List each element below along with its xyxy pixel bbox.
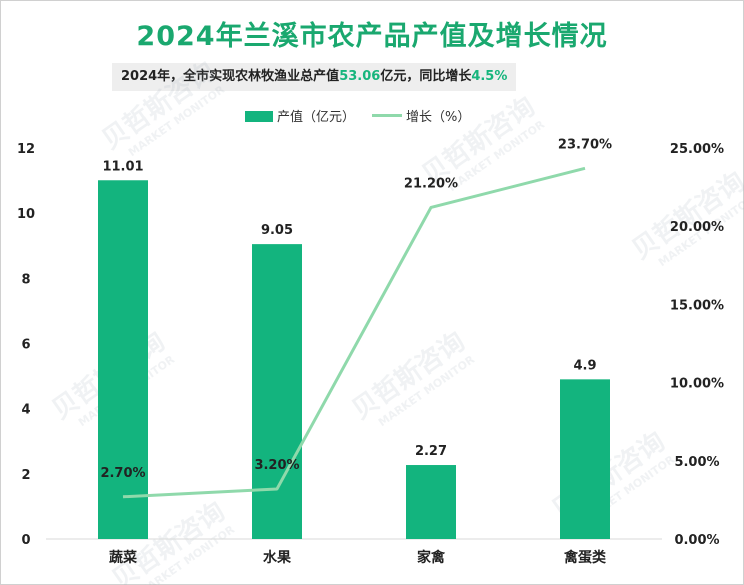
y-left-tick-label: 8 [21, 272, 30, 287]
legend-item-output: 产值（亿元） [245, 108, 355, 128]
y-right-tick-label: 0.00% [674, 533, 719, 548]
y-left-tick-label: 0 [21, 533, 30, 548]
line-data-label: 2.70% [100, 466, 145, 481]
legend: 产值（亿元） 增长（%） [0, 108, 744, 128]
line-data-label: 21.20% [404, 176, 458, 191]
y-right-tick-label: 20.00% [670, 220, 724, 235]
y-right-tick-label: 15.00% [670, 298, 724, 313]
legend-label-growth: 增长（%） [406, 110, 471, 125]
chart-title: 2024年兰溪市农产品产值及增长情况 [136, 21, 608, 52]
legend-swatch-bar [245, 111, 273, 122]
bar [406, 465, 456, 539]
legend-item-growth: 增长（%） [372, 108, 470, 128]
y-left-tick-label: 10 [17, 207, 35, 222]
bar-data-label: 2.27 [415, 444, 447, 459]
x-tick-label: 禽蛋类 [563, 549, 607, 566]
y-left-tick-label: 12 [17, 142, 35, 157]
legend-swatch-line [372, 114, 402, 117]
line-data-label: 3.20% [254, 458, 299, 473]
x-tick-label: 水果 [263, 549, 292, 566]
bar-data-label: 9.05 [261, 223, 293, 238]
subtitle-total-value: 53.06 [339, 69, 381, 84]
bar [98, 180, 148, 539]
y-left-tick-label: 6 [21, 338, 30, 353]
subtitle-prefix: 2024年，全市实现农林牧渔业总产值 [121, 69, 340, 84]
bar-data-label: 11.01 [102, 159, 143, 174]
growth-line [122, 166, 586, 499]
line-data-label: 23.70% [558, 137, 612, 152]
y-right-tick-label: 25.00% [670, 142, 724, 157]
y-left-tick-label: 2 [21, 468, 30, 483]
bar [560, 379, 610, 539]
legend-label-output: 产值（亿元） [277, 110, 356, 125]
y-left-tick-label: 4 [21, 403, 30, 418]
chart-subtitle: 2024年，全市实现农林牧渔业总产值53.06亿元，同比增长4.5% [112, 63, 517, 91]
y-right-tick-label: 5.00% [674, 455, 719, 470]
bar-data-label: 4.9 [573, 358, 596, 373]
subtitle-growth-value: 4.5% [471, 69, 508, 84]
x-tick-label: 蔬菜 [109, 549, 138, 566]
x-tick-label: 家禽 [417, 549, 446, 566]
y-right-tick-label: 10.00% [670, 377, 724, 392]
subtitle-middle: 亿元，同比增长 [380, 69, 472, 84]
bar [252, 244, 302, 539]
